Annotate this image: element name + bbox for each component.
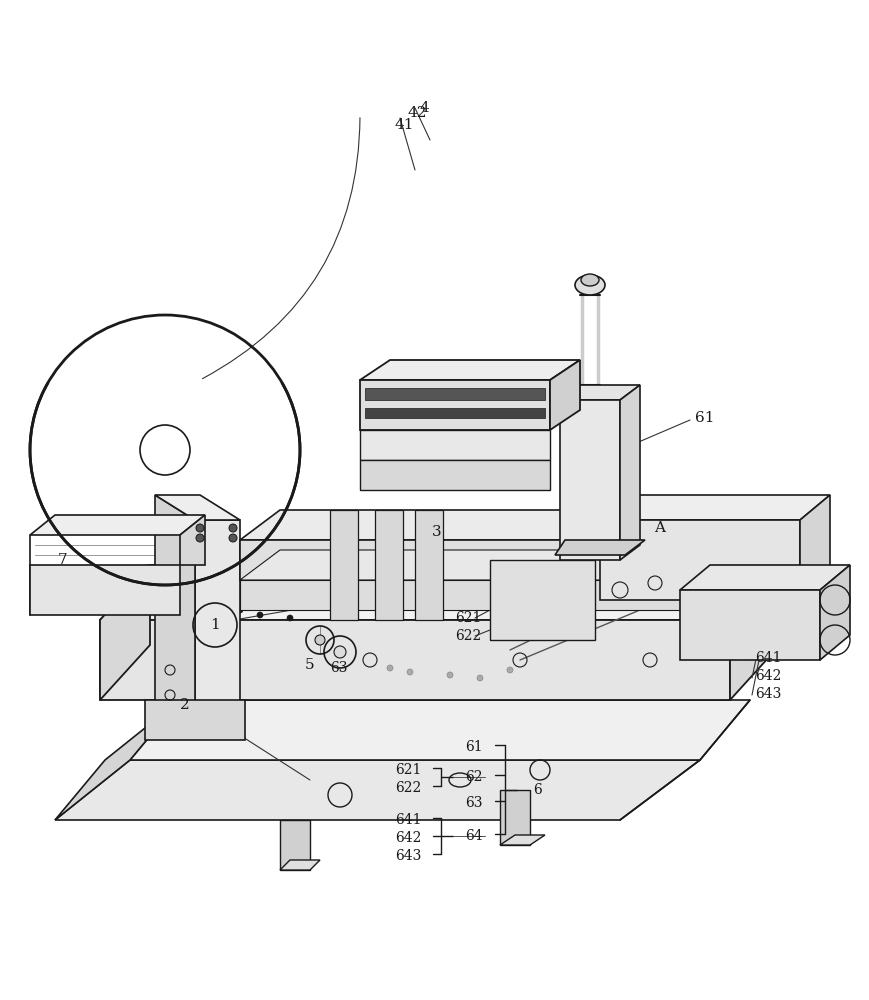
Circle shape: [196, 524, 203, 532]
Polygon shape: [560, 385, 640, 400]
Circle shape: [196, 534, 203, 542]
Text: 4: 4: [420, 101, 429, 115]
Circle shape: [476, 675, 482, 681]
Polygon shape: [360, 380, 549, 430]
Polygon shape: [365, 388, 544, 400]
Polygon shape: [554, 540, 644, 555]
Text: 62: 62: [464, 770, 482, 784]
Polygon shape: [365, 408, 544, 418]
Text: 41: 41: [395, 118, 414, 132]
Polygon shape: [500, 790, 529, 845]
Polygon shape: [240, 550, 720, 580]
Polygon shape: [30, 565, 180, 615]
Text: 641: 641: [754, 651, 780, 665]
Polygon shape: [240, 510, 720, 540]
Polygon shape: [240, 580, 680, 610]
Polygon shape: [329, 510, 357, 620]
Polygon shape: [155, 495, 240, 520]
Circle shape: [334, 646, 346, 658]
Polygon shape: [799, 495, 829, 600]
Text: 63: 63: [464, 796, 482, 810]
Polygon shape: [375, 510, 402, 620]
Polygon shape: [600, 495, 829, 520]
Text: 61: 61: [694, 411, 713, 425]
Polygon shape: [180, 515, 205, 565]
Text: 61: 61: [464, 740, 482, 754]
Text: 64: 64: [464, 829, 482, 843]
Text: A: A: [653, 521, 664, 535]
Polygon shape: [600, 520, 799, 600]
Polygon shape: [680, 590, 819, 660]
Polygon shape: [680, 565, 849, 590]
Polygon shape: [145, 700, 245, 740]
Polygon shape: [55, 700, 180, 820]
Circle shape: [256, 612, 262, 618]
Text: 642: 642: [754, 669, 780, 683]
Text: 2: 2: [180, 698, 189, 712]
Polygon shape: [100, 565, 779, 620]
Polygon shape: [360, 430, 549, 460]
Circle shape: [315, 635, 325, 645]
Polygon shape: [55, 760, 700, 820]
Text: 643: 643: [395, 849, 421, 863]
Circle shape: [447, 672, 453, 678]
Text: 42: 42: [408, 106, 427, 120]
Text: 3: 3: [432, 525, 441, 539]
Text: 622: 622: [454, 629, 481, 643]
Text: 621: 621: [454, 611, 481, 625]
Text: 622: 622: [395, 781, 421, 795]
Polygon shape: [415, 510, 442, 620]
Text: 641: 641: [395, 813, 421, 827]
Text: 63: 63: [329, 661, 347, 675]
Ellipse shape: [580, 274, 599, 286]
Polygon shape: [360, 460, 549, 490]
Ellipse shape: [574, 275, 604, 295]
Polygon shape: [549, 360, 580, 430]
Polygon shape: [360, 360, 580, 380]
Text: 6: 6: [533, 783, 541, 797]
Circle shape: [236, 607, 242, 613]
Polygon shape: [819, 565, 849, 660]
Text: 643: 643: [754, 687, 780, 701]
Text: 5: 5: [305, 658, 315, 672]
Circle shape: [507, 667, 513, 673]
Polygon shape: [240, 540, 680, 580]
Polygon shape: [280, 860, 320, 870]
Polygon shape: [30, 515, 205, 535]
Circle shape: [287, 615, 293, 621]
Circle shape: [229, 524, 236, 532]
Polygon shape: [195, 520, 240, 730]
Text: 7: 7: [58, 553, 68, 567]
Circle shape: [387, 665, 393, 671]
Polygon shape: [729, 565, 779, 700]
Polygon shape: [100, 620, 729, 700]
Polygon shape: [560, 400, 620, 560]
Polygon shape: [280, 820, 309, 870]
Text: 642: 642: [395, 831, 421, 845]
Polygon shape: [100, 565, 149, 700]
Polygon shape: [489, 560, 594, 640]
Polygon shape: [155, 495, 195, 730]
Text: 621: 621: [395, 763, 421, 777]
Polygon shape: [129, 700, 749, 760]
Circle shape: [229, 534, 236, 542]
Polygon shape: [500, 835, 544, 845]
Circle shape: [407, 669, 413, 675]
Text: 1: 1: [209, 618, 220, 632]
Polygon shape: [620, 385, 640, 560]
